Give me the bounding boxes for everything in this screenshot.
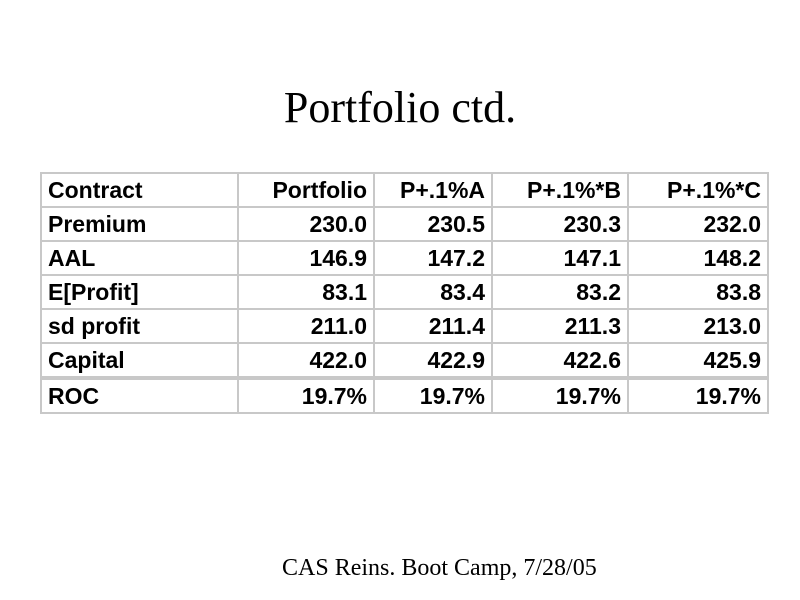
row-label: Capital	[40, 342, 239, 379]
table-cell: 230.0	[237, 206, 375, 242]
table-row: ROC 19.7% 19.7% 19.7% 19.7%	[40, 376, 769, 414]
table-cell: 230.5	[373, 206, 493, 242]
table-cell: 83.8	[627, 274, 769, 310]
table-cell: 147.2	[373, 240, 493, 276]
table-cell: 232.0	[627, 206, 769, 242]
table-row: E[Profit] 83.1 83.4 83.2 83.8	[40, 274, 769, 310]
slide-footer: CAS Reins. Boot Camp, 7/28/05	[282, 555, 597, 581]
table-cell: 148.2	[627, 240, 769, 276]
row-label: ROC	[40, 376, 239, 414]
table-cell: 422.0	[237, 342, 375, 379]
table-cell: 211.3	[491, 308, 629, 344]
table-header-row: Contract Portfolio P+.1%A P+.1%*B P+.1%*…	[40, 172, 769, 208]
portfolio-table: Contract Portfolio P+.1%A P+.1%*B P+.1%*…	[40, 172, 769, 414]
row-label: AAL	[40, 240, 239, 276]
row-label: sd profit	[40, 308, 239, 344]
header-cell-p-c: P+.1%*C	[627, 172, 769, 208]
table-cell: 83.2	[491, 274, 629, 310]
table-cell: 147.1	[491, 240, 629, 276]
table-cell: 211.0	[237, 308, 375, 344]
table-cell: 425.9	[627, 342, 769, 379]
header-cell-p-a: P+.1%A	[373, 172, 493, 208]
table-row: Premium 230.0 230.5 230.3 232.0	[40, 206, 769, 242]
slide-title: Portfolio ctd.	[283, 83, 517, 132]
table-cell: 422.9	[373, 342, 493, 379]
table-cell: 211.4	[373, 308, 493, 344]
table-cell: 146.9	[237, 240, 375, 276]
header-cell-p-b: P+.1%*B	[491, 172, 629, 208]
table-row: AAL 146.9 147.2 147.1 148.2	[40, 240, 769, 276]
table-cell: 230.3	[491, 206, 629, 242]
table-cell: 19.7%	[491, 376, 629, 414]
table-row: Capital 422.0 422.9 422.6 425.9	[40, 342, 769, 379]
table-cell: 422.6	[491, 342, 629, 379]
row-label: Premium	[40, 206, 239, 242]
table-cell: 83.1	[237, 274, 375, 310]
table-cell: 213.0	[627, 308, 769, 344]
row-label: E[Profit]	[40, 274, 239, 310]
header-cell-contract: Contract	[40, 172, 239, 208]
table-cell: 19.7%	[237, 376, 375, 414]
table-cell: 83.4	[373, 274, 493, 310]
table-cell: 19.7%	[373, 376, 493, 414]
header-cell-portfolio: Portfolio	[237, 172, 375, 208]
table-row: sd profit 211.0 211.4 211.3 213.0	[40, 308, 769, 344]
table-cell: 19.7%	[627, 376, 769, 414]
